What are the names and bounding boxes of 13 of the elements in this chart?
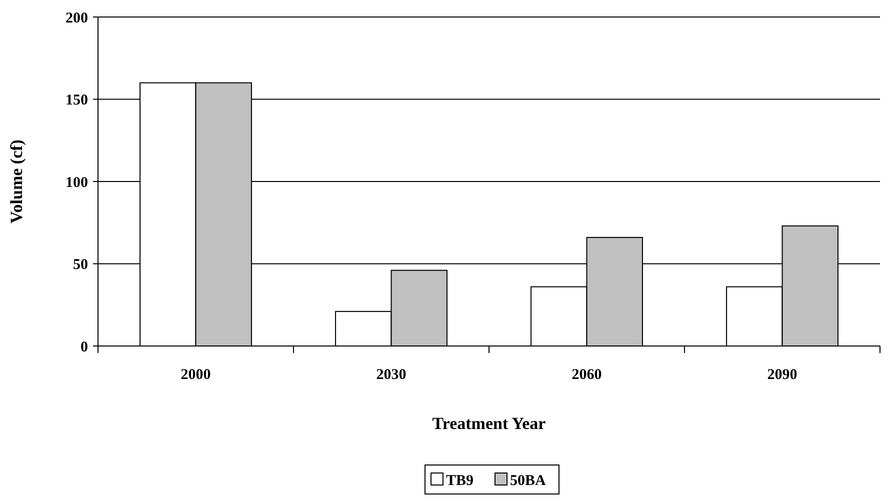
legend-label: 50BA (510, 473, 546, 489)
x-tick-label: 2030 (376, 367, 406, 383)
y-tick-label: 150 (66, 92, 88, 108)
x-tick-label: 2090 (767, 367, 798, 383)
x-tick-label: 2000 (180, 367, 211, 383)
legend-label: TB9 (446, 473, 474, 489)
x-axis-title: Treatment Year (432, 414, 546, 433)
y-tick-label: 50 (73, 257, 88, 273)
y-tick-label: 0 (80, 339, 88, 356)
y-axis-title: Volume (cf) (7, 140, 26, 224)
y-tick-label: 100 (66, 174, 88, 191)
x-tick-label: 2060 (572, 367, 602, 383)
y-tick-label: 200 (66, 10, 88, 26)
